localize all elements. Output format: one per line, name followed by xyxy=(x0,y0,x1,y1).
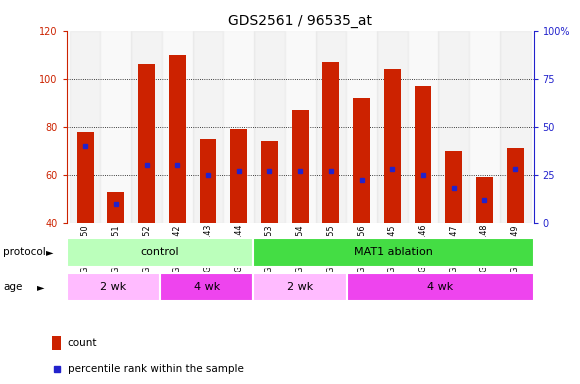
Bar xyxy=(507,148,524,223)
Text: control: control xyxy=(141,247,179,258)
Bar xyxy=(261,141,278,223)
Title: GDS2561 / 96535_at: GDS2561 / 96535_at xyxy=(228,14,372,28)
Bar xyxy=(353,98,370,223)
Bar xyxy=(377,31,408,223)
Bar xyxy=(160,273,253,301)
Text: 2 wk: 2 wk xyxy=(287,282,313,292)
Text: 4 wk: 4 wk xyxy=(194,282,220,292)
Bar xyxy=(193,31,223,223)
Bar xyxy=(70,31,100,223)
Bar xyxy=(100,31,131,223)
Bar xyxy=(67,273,160,301)
Bar xyxy=(223,31,254,223)
Text: protocol: protocol xyxy=(3,247,46,258)
Bar xyxy=(77,131,93,223)
Bar xyxy=(438,31,469,223)
Bar xyxy=(169,55,186,223)
Bar xyxy=(131,31,162,223)
Bar xyxy=(445,151,462,223)
Text: MAT1 ablation: MAT1 ablation xyxy=(354,247,433,258)
Bar xyxy=(346,31,377,223)
Bar xyxy=(322,62,339,223)
Text: 2 wk: 2 wk xyxy=(100,282,126,292)
Bar xyxy=(408,31,438,223)
Bar xyxy=(107,192,124,223)
Bar xyxy=(254,31,285,223)
Text: 4 wk: 4 wk xyxy=(427,282,454,292)
Bar xyxy=(384,69,401,223)
Text: ►: ► xyxy=(46,247,53,258)
Bar xyxy=(476,177,493,223)
Bar xyxy=(200,139,216,223)
Bar xyxy=(67,238,253,267)
Text: ►: ► xyxy=(38,282,45,292)
Bar xyxy=(253,238,534,267)
Bar xyxy=(253,273,347,301)
Bar xyxy=(162,31,193,223)
Text: age: age xyxy=(3,282,22,292)
Bar xyxy=(52,336,61,350)
Bar xyxy=(469,31,500,223)
Bar xyxy=(292,110,309,223)
Bar xyxy=(415,86,432,223)
Bar xyxy=(138,64,155,223)
Bar xyxy=(230,129,247,223)
Bar xyxy=(316,31,346,223)
Bar xyxy=(500,31,531,223)
Bar xyxy=(285,31,316,223)
Text: percentile rank within the sample: percentile rank within the sample xyxy=(67,364,244,374)
Text: count: count xyxy=(67,338,97,348)
Bar xyxy=(347,273,534,301)
